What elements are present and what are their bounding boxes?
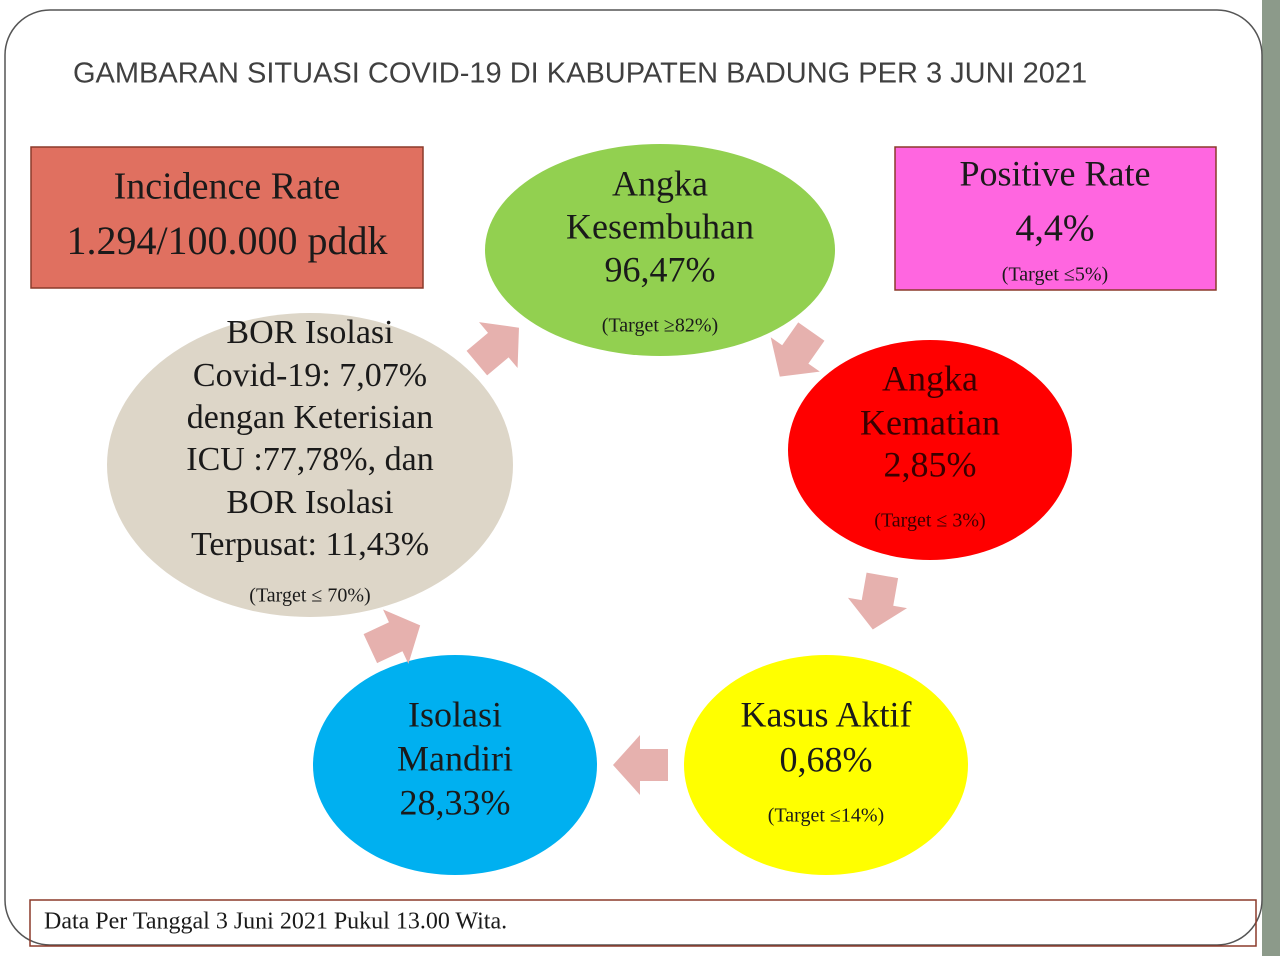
label-line: Kesembuhan [566, 206, 754, 246]
label-line: Angka [612, 163, 708, 203]
label-line: 1.294/100.000 pddk [66, 218, 387, 263]
label-line: Angka [882, 358, 978, 398]
label-line: Incidence Rate [114, 166, 341, 208]
target-label: (Target ≥82%) [602, 315, 718, 337]
title: GAMBARAN SITUASI COVID-19 DI KABUPATEN B… [73, 58, 1087, 90]
label-line: BOR Isolasi [226, 314, 393, 351]
label-line: BOR Isolasi [226, 484, 393, 521]
arrows [363, 322, 908, 795]
label-line: dengan Keterisian [187, 399, 433, 436]
label-line: Isolasi [408, 694, 502, 734]
side-strip [1262, 0, 1280, 956]
incidence-box [30, 146, 424, 289]
positive-box [894, 146, 1217, 291]
arrow [847, 572, 908, 630]
label-line: 4,4% [1015, 208, 1094, 250]
label-line: Kasus Aktif [741, 694, 912, 734]
target-label: (Target ≤ 70%) [249, 585, 370, 607]
label-line: 96,47% [605, 249, 716, 289]
arrow [770, 322, 825, 377]
arrow [363, 609, 421, 664]
target-label: (Target ≤14%) [768, 805, 884, 827]
arrow [613, 735, 668, 795]
label-line: Terpusat: 11,43% [191, 526, 429, 563]
node-ellipse [313, 655, 597, 875]
label-line: 2,85% [884, 444, 977, 484]
label-line: Positive Rate [960, 153, 1151, 193]
node-ellipse [485, 144, 835, 356]
target-label: (Target ≤ 3%) [874, 510, 985, 532]
node-ellipse [684, 655, 968, 875]
label-line: 0,68% [780, 739, 873, 779]
label-line: ICU :77,78%, dan [186, 441, 433, 478]
node-ellipse [107, 313, 513, 617]
arrow [466, 322, 519, 376]
label-line: Covid-19: 7,07% [193, 357, 427, 394]
label-line: Mandiri [397, 738, 513, 778]
node-ellipse [788, 340, 1072, 560]
label-line: 28,33% [400, 782, 511, 822]
label-line: Kematian [860, 402, 1000, 442]
footer: Data Per Tanggal 3 Juni 2021 Pukul 13.00… [44, 909, 507, 935]
target-label: (Target ≤5%) [1002, 264, 1108, 286]
footer-box [29, 899, 1257, 947]
